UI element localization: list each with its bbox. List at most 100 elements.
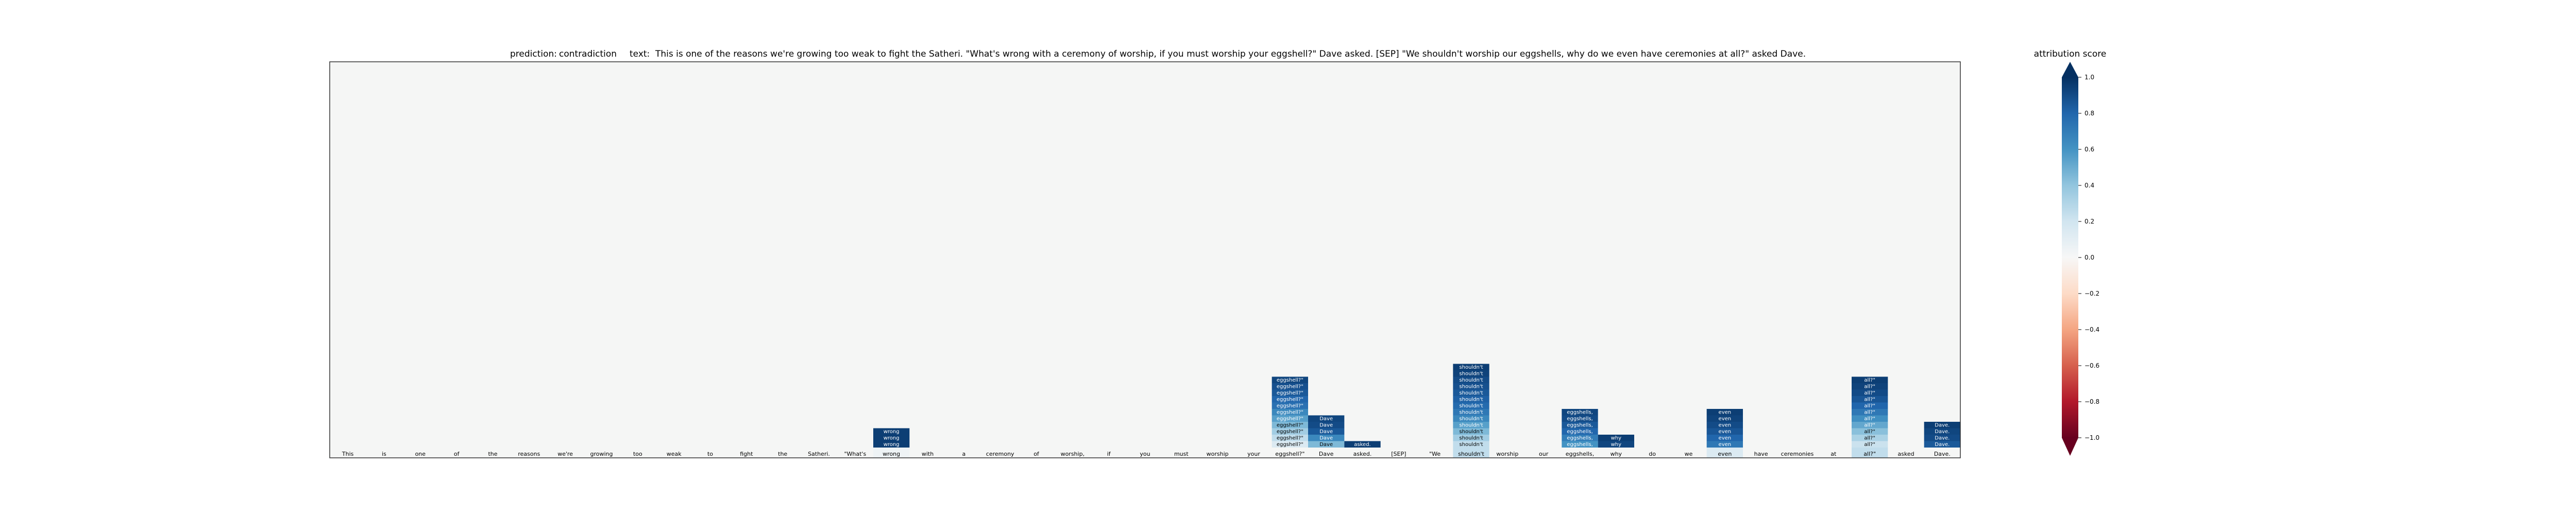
heatmap-cell-label: shouldn't [1459, 377, 1483, 383]
colorbar-ticks: 1.0 0.8 0.6 0.4 0.2 0.0 −0.2 −0.4 −0.6 −0.8 −1.0 [2078, 74, 2099, 441]
heatmap-cell-label: shouldn't [1459, 371, 1483, 377]
colorbar-tick-label: 0.2 [2084, 218, 2094, 225]
heatmap-cell-label: eggshell?" [1277, 390, 1303, 396]
heatmap-cell-label: all?" [1864, 416, 1875, 422]
heatmap-cell-label: shouldn't [1459, 423, 1483, 428]
heatmap-cell [873, 428, 910, 435]
x-tick-label: if [1107, 451, 1111, 457]
x-tick-label: of [1033, 451, 1040, 457]
heatmap-cell-label: even [1719, 442, 1732, 448]
heatmap-cell-label: shouldn't [1459, 442, 1483, 448]
x-tick-label: all?" [1863, 451, 1876, 457]
x-tick-label: our [1539, 451, 1549, 457]
heatmap-cell [1852, 409, 1888, 416]
heatmap-cell-label: eggshell?" [1277, 442, 1303, 448]
heatmap-cell-label: eggshell?" [1277, 384, 1303, 390]
x-tick-label: a [962, 451, 965, 457]
heatmap-frame [329, 61, 1961, 458]
heatmap-bottom-row [873, 448, 1888, 458]
heatmap-cell-label: Dave. [1935, 442, 1950, 448]
heatmap-cell-label: eggshell?" [1277, 423, 1303, 428]
heatmap-cell [1272, 383, 1308, 390]
text-label: text: [630, 49, 650, 59]
heatmap-cell-label: Dave [1319, 423, 1333, 428]
heatmap-cell-label: asked. [1354, 442, 1370, 448]
x-tick-label: of [454, 451, 460, 457]
heatmap-cell [1706, 435, 1743, 441]
colorbar-tick-label: 0.8 [2084, 110, 2094, 117]
x-tick-label: must [1174, 451, 1189, 457]
heatmap-cell-label: even [1719, 423, 1732, 428]
x-tick-label: even [1718, 451, 1732, 457]
heatmap-cell-label: wrong [884, 442, 900, 448]
heatmap-cell [1852, 402, 1888, 409]
prediction-value: contradiction [559, 49, 617, 59]
colorbar: attribution score 1.0 0.8 0.6 0.4 0.2 0.0 −0.2… [2034, 49, 2106, 456]
heatmap: wrongwrongwrongeggshell?"eggshell?"eggsh… [329, 61, 1961, 458]
heatmap-cell [1272, 376, 1308, 383]
colorbar-tick-label: −0.4 [2084, 326, 2099, 333]
heatmap-cell-label: wrong [884, 429, 900, 435]
heatmap-cell [1562, 441, 1598, 448]
heatmap-cell [1706, 441, 1743, 448]
heatmap-cell-label: Dave. [1935, 423, 1950, 428]
x-tick-label: growing [590, 451, 613, 457]
x-tick-label: Dave [1319, 451, 1334, 457]
heatmap-cell-label: eggshells, [1567, 423, 1593, 428]
colorbar-tick-label: 1.0 [2084, 74, 2094, 81]
heatmap-cell-label: all?" [1864, 442, 1875, 448]
heatmap-cell [1453, 364, 1489, 370]
colorbar-tick-label: 0.6 [2084, 146, 2094, 153]
heatmap-cell-label: Dave. [1935, 436, 1950, 441]
heatmap-cell-label: shouldn't [1459, 397, 1483, 403]
heatmap-cell-label: shouldn't [1459, 410, 1483, 416]
heatmap-cell-label: eggshells, [1567, 429, 1593, 435]
heatmap-cell-label: eggshell?" [1277, 436, 1303, 441]
x-tick-label: ceremony [986, 451, 1014, 457]
heatmap-cell [1562, 409, 1598, 416]
heatmap-cell [1598, 435, 1634, 441]
x-tick-label: Dave. [1934, 451, 1951, 457]
x-tick-label: your [1247, 451, 1260, 457]
heatmap-cell-label: even [1719, 429, 1732, 435]
heatmap-cell-label: Dave [1319, 429, 1333, 435]
heatmap-cell-label: all?" [1864, 423, 1875, 428]
heatmap-cell [1852, 389, 1888, 396]
x-tick-label: ceremonies [1781, 451, 1814, 457]
bottom-row-cell [1852, 448, 1888, 458]
heatmap-cell [1453, 409, 1489, 416]
x-tick-label: we [1685, 451, 1693, 457]
heatmap-cell [1706, 415, 1743, 422]
heatmap-cell [873, 435, 910, 441]
x-tick-label: asked [1897, 451, 1914, 457]
heatmap-cell [1453, 415, 1489, 422]
heatmap-cell [1272, 415, 1308, 422]
heatmap-cell-label: shouldn't [1459, 403, 1483, 409]
heatmap-cell [1924, 422, 1960, 428]
heatmap-cell [1453, 370, 1489, 377]
x-tick-label: eggshells, [1566, 451, 1595, 457]
colorbar-tick-label: 0.0 [2084, 254, 2094, 261]
x-tick-label: reasons [518, 451, 540, 457]
x-tick-label: asked. [1353, 451, 1372, 457]
heatmap-cell [1272, 428, 1308, 435]
x-tick-label: This [342, 451, 354, 457]
heatmap-cell [1852, 376, 1888, 383]
heatmap-cell-label: eggshell?" [1277, 416, 1303, 422]
heatmap-cell-label: all?" [1864, 436, 1875, 441]
heatmap-cell-label: eggshells, [1567, 416, 1593, 422]
x-tick-label: with [922, 451, 934, 457]
heatmap-cell-label: shouldn't [1459, 365, 1483, 370]
heatmap-cell [1308, 435, 1345, 441]
heatmap-cell [1562, 435, 1598, 441]
colorbar-gradient [2062, 77, 2078, 438]
heatmap-cell-label: shouldn't [1459, 429, 1483, 435]
heatmap-cell-label: eggshells, [1567, 442, 1593, 448]
heatmap-cell [1706, 422, 1743, 428]
heatmap-cell-label: all?" [1864, 397, 1875, 403]
heatmap-cell [1924, 441, 1960, 448]
heatmap-cell [873, 441, 910, 448]
heatmap-cell-label: eggshell?" [1277, 403, 1303, 409]
heatmap-cell [1308, 441, 1345, 448]
